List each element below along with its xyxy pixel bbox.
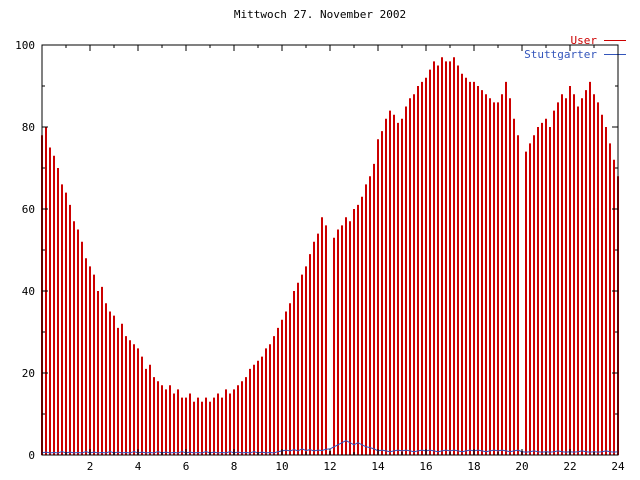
y-tick-label: 40 [22,285,35,298]
x-tick-label: 20 [515,460,528,473]
x-tick-label: 10 [275,460,288,473]
x-tick-label: 16 [419,460,432,473]
legend-line-sample [604,54,626,55]
x-tick-label: 6 [183,460,190,473]
x-tick-label: 12 [323,460,336,473]
y-tick-label: 80 [22,121,35,134]
y-tick-label: 20 [22,367,35,380]
legend-label: Stuttgarter [524,48,597,61]
legend-line-sample [604,40,626,41]
x-tick-label: 24 [611,460,625,473]
y-tick-label: 0 [28,449,35,462]
chart-title: Mittwoch 27. November 2002 [233,8,407,21]
legend: User Stuttgarter [524,34,626,61]
x-tick-label: 4 [135,460,142,473]
y-tick-label: 60 [22,203,35,216]
x-tick-label: 18 [467,460,480,473]
legend-entry: User [524,34,626,47]
x-tick-label: 14 [371,460,385,473]
plot-border [41,44,619,456]
legend-label: User [570,34,598,47]
x-tick-label: 2 [87,460,94,473]
y-tick-label: 100 [15,39,35,52]
legend-entry: Stuttgarter [524,48,626,61]
x-tick-label: 8 [231,460,238,473]
x-tick-label: 22 [563,460,576,473]
